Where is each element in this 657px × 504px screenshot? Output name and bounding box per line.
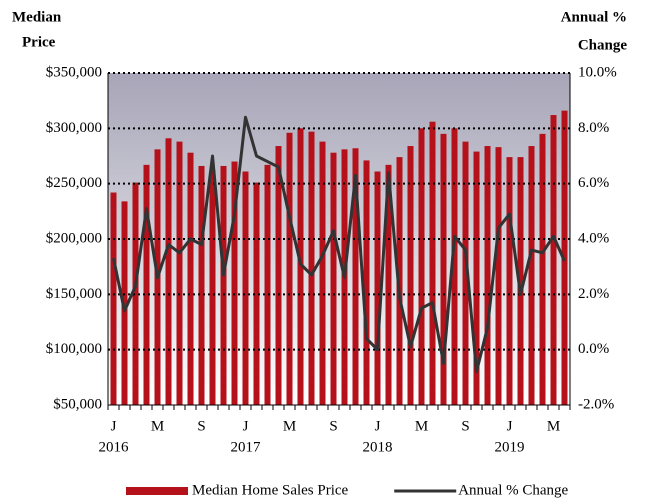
x-tick-label: M bbox=[415, 418, 428, 434]
x-year-label: 2017 bbox=[231, 439, 262, 455]
bar bbox=[363, 160, 370, 405]
bar bbox=[264, 164, 271, 405]
bar bbox=[275, 146, 282, 406]
bar bbox=[484, 146, 491, 406]
bar bbox=[319, 141, 326, 405]
bar bbox=[176, 141, 183, 405]
y-tick-label: $100,000 bbox=[46, 341, 102, 357]
bar bbox=[231, 161, 238, 405]
x-tick-label: J bbox=[111, 418, 117, 434]
bar bbox=[506, 157, 513, 405]
bar bbox=[429, 121, 436, 406]
legend-label: Median Home Sales Price bbox=[192, 482, 349, 498]
bar bbox=[385, 164, 392, 405]
y-tick-label: $250,000 bbox=[46, 175, 102, 191]
x-year-label: 2019 bbox=[495, 439, 525, 455]
y-tick-label: $200,000 bbox=[46, 230, 102, 246]
x-tick-label: S bbox=[329, 418, 337, 434]
bar bbox=[143, 164, 150, 405]
bar bbox=[517, 157, 524, 405]
y-axis-title: Median bbox=[12, 9, 62, 25]
bar bbox=[550, 115, 557, 405]
bar bbox=[495, 147, 502, 405]
bar bbox=[242, 171, 249, 405]
bar bbox=[451, 128, 458, 406]
bar bbox=[374, 171, 381, 405]
x-tick-label: M bbox=[151, 418, 164, 434]
bar bbox=[330, 152, 337, 405]
bar bbox=[418, 128, 425, 406]
bar bbox=[528, 146, 535, 406]
y-tick-label: $350,000 bbox=[46, 64, 102, 80]
y2-tick-label: 10.0% bbox=[578, 64, 617, 80]
y2-axis-title: Annual % bbox=[561, 9, 627, 25]
bar bbox=[539, 133, 546, 405]
bar bbox=[440, 133, 447, 405]
bar bbox=[198, 165, 205, 405]
bar bbox=[121, 201, 128, 405]
x-tick-label: J bbox=[243, 418, 249, 434]
legend-label: Annual % Change bbox=[458, 482, 568, 498]
y-tick-label: $150,000 bbox=[46, 286, 102, 302]
bar bbox=[165, 138, 172, 405]
bar bbox=[473, 151, 480, 405]
bar bbox=[253, 182, 260, 405]
bar bbox=[308, 131, 315, 406]
x-tick-label: J bbox=[375, 418, 381, 434]
y2-axis-title: Change bbox=[578, 37, 628, 53]
y-tick-label: $50,000 bbox=[53, 396, 102, 412]
x-year-label: 2016 bbox=[99, 439, 130, 455]
x-year-label: 2018 bbox=[363, 439, 393, 455]
x-tick-label: M bbox=[283, 418, 296, 434]
x-tick-label: S bbox=[461, 418, 469, 434]
bar bbox=[462, 141, 469, 405]
bar bbox=[110, 192, 117, 405]
y2-tick-label: 4.0% bbox=[578, 230, 609, 246]
y-axis-title: Price bbox=[22, 34, 56, 50]
x-tick-label: M bbox=[547, 418, 560, 434]
x-tick-label: S bbox=[197, 418, 205, 434]
bar bbox=[132, 182, 139, 405]
legend-swatch bbox=[126, 487, 188, 495]
y2-tick-label: 2.0% bbox=[578, 286, 609, 302]
bar bbox=[209, 170, 216, 405]
y2-tick-label: 0.0% bbox=[578, 341, 609, 357]
x-tick-label: J bbox=[507, 418, 513, 434]
line bbox=[112, 115, 566, 374]
y-tick-label: $300,000 bbox=[46, 120, 102, 136]
y2-tick-label: -2.0% bbox=[578, 396, 614, 412]
bar bbox=[352, 148, 359, 405]
y2-tick-label: 8.0% bbox=[578, 120, 609, 136]
bar bbox=[187, 152, 194, 405]
bar bbox=[407, 146, 414, 406]
bar bbox=[286, 132, 293, 405]
bar bbox=[220, 165, 227, 405]
y2-tick-label: 6.0% bbox=[578, 175, 609, 191]
bar bbox=[297, 128, 304, 406]
